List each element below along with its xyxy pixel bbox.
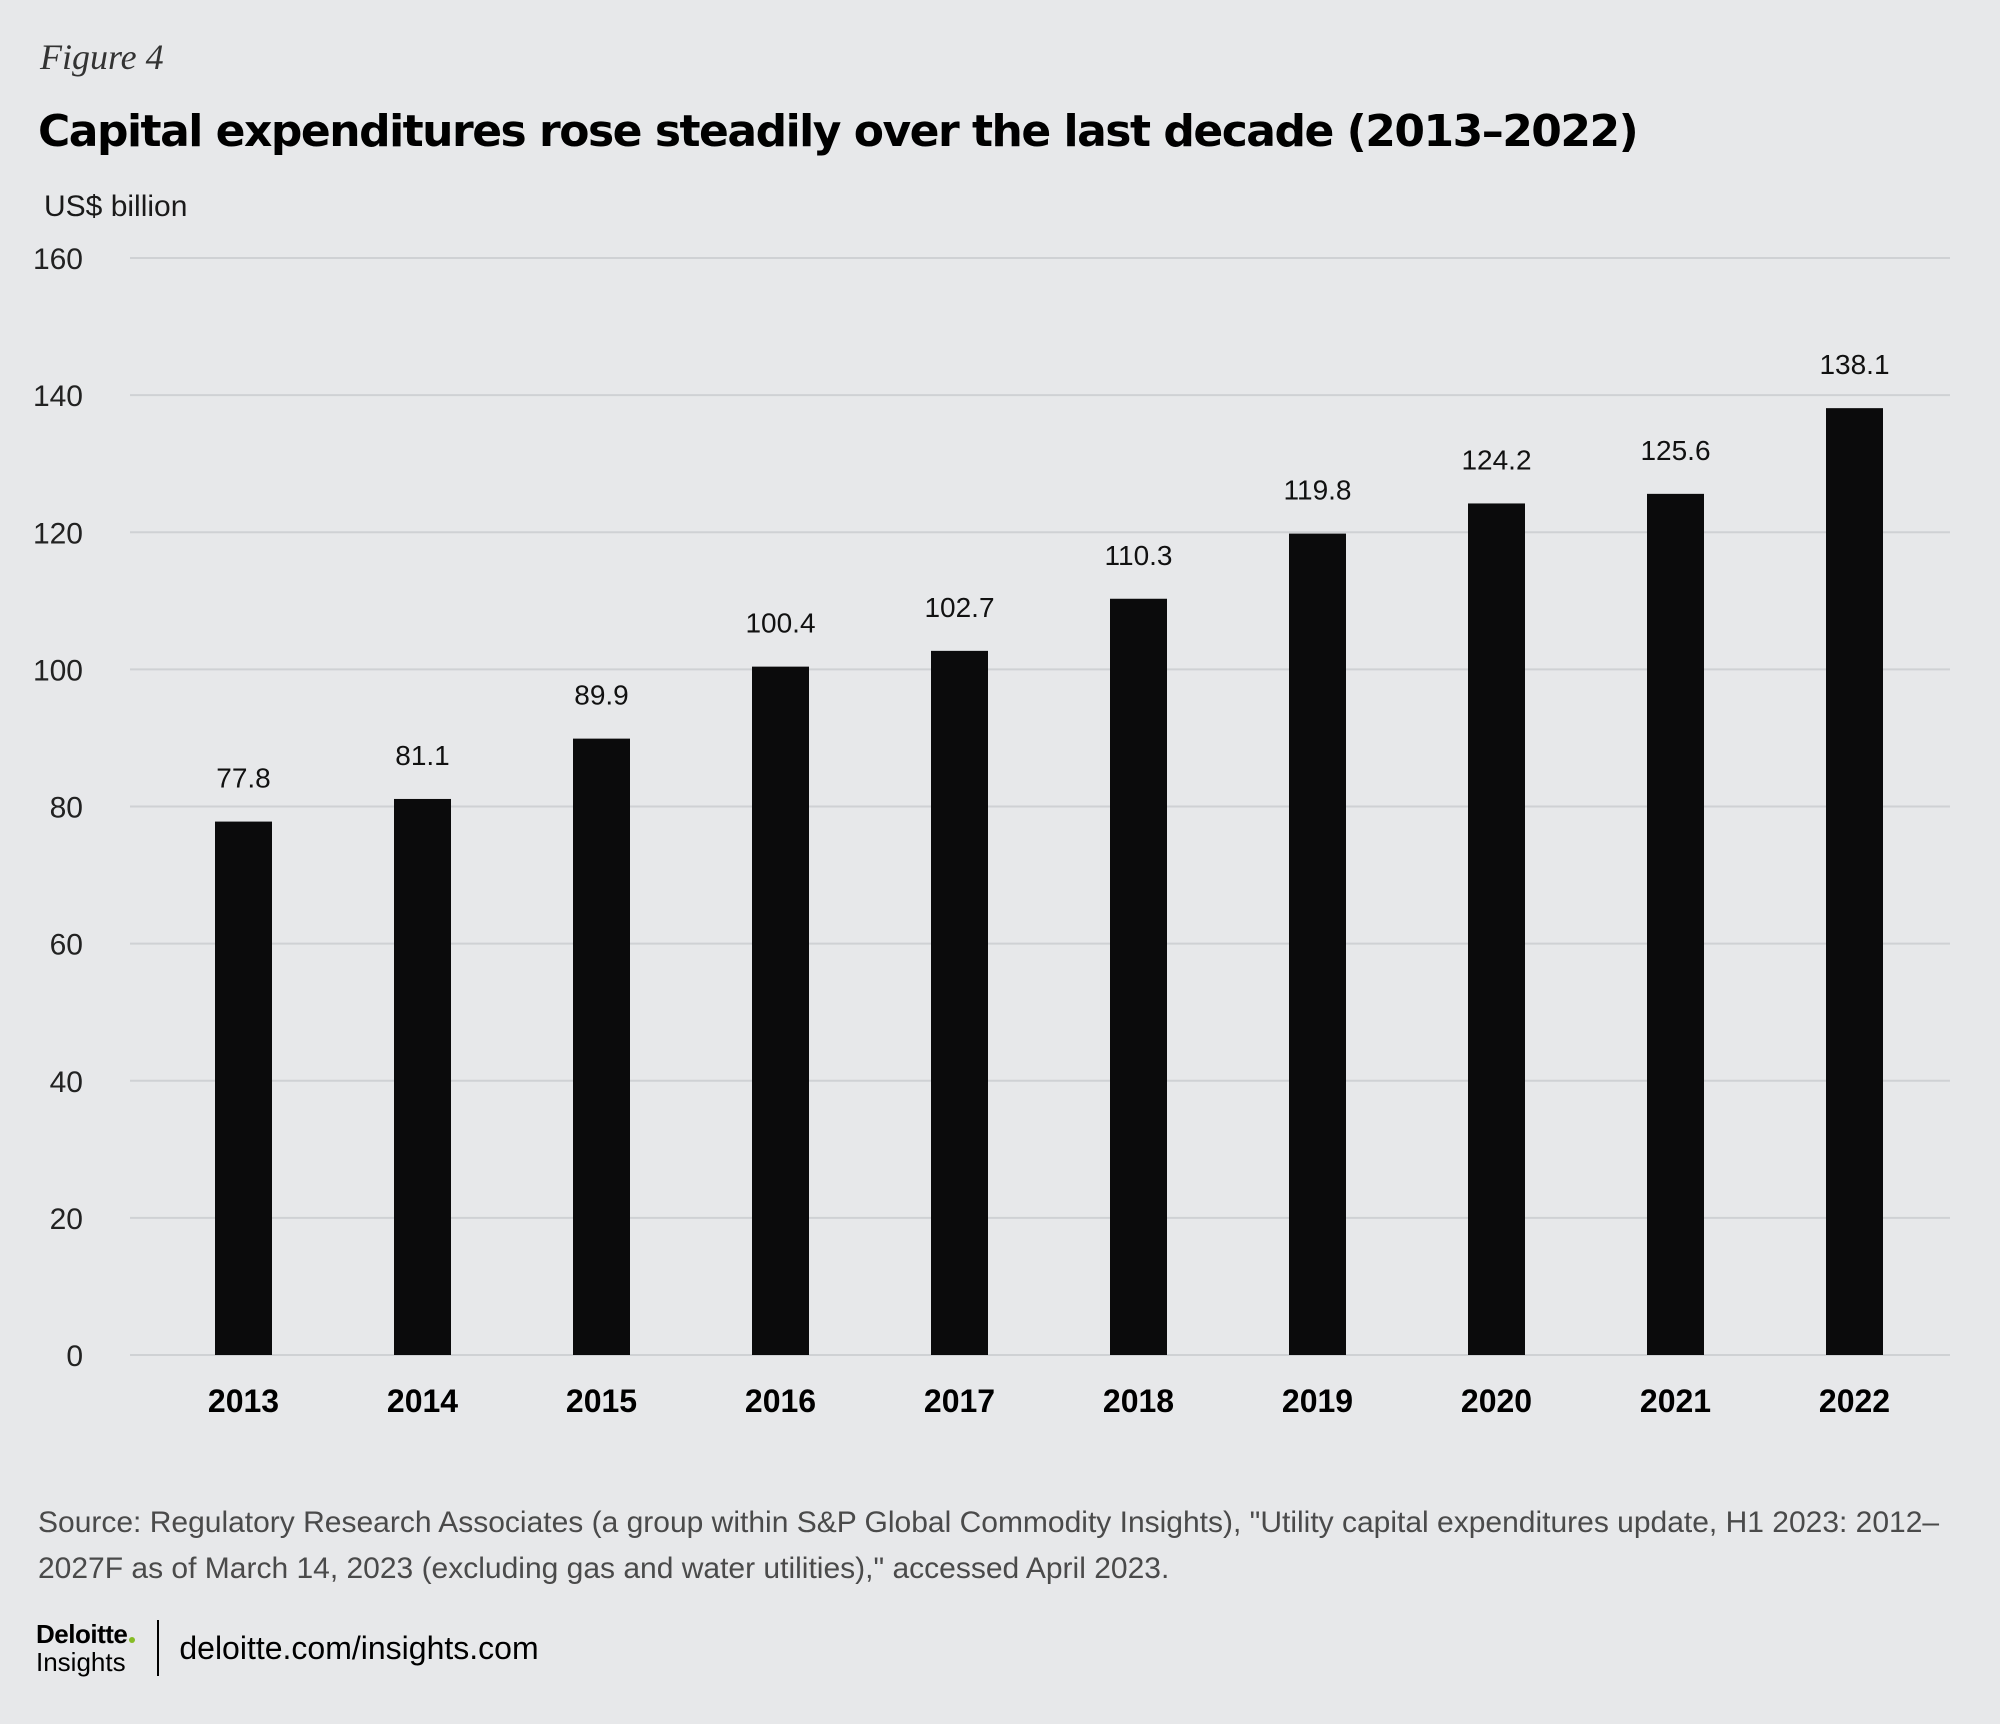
x-axis-ticks: 2013 2014 2015 2016 2017 2018 2019 2020 2021 2022: [208, 1383, 1890, 1419]
value-labels: 77.8 81.1 89.9 100.4 102.7 110.3 119.8 124.2 125…: [216, 349, 1889, 793]
x-tick-label-2021: 2021: [1640, 1383, 1711, 1419]
value-label-2016: 100.4: [745, 608, 815, 639]
value-label-2018: 110.3: [1105, 540, 1173, 571]
source-note: Source: Regulatory Research Associates (…: [38, 1506, 1940, 1585]
y-tick-label: 120: [33, 517, 83, 550]
value-label-2020: 124.2: [1461, 444, 1531, 475]
footer-divider: [157, 1620, 160, 1676]
x-tick-label-2020: 2020: [1461, 1383, 1532, 1419]
value-label-2015: 89.9: [574, 680, 629, 711]
footer-link[interactable]: deloitte.com/insights.com: [179, 1629, 539, 1666]
value-label-2017: 102.7: [924, 592, 994, 623]
x-tick-label-2017: 2017: [924, 1383, 995, 1419]
x-tick-label-2013: 2013: [208, 1383, 279, 1419]
logo-sub: Insights: [36, 1647, 126, 1677]
y-tick-label: 140: [33, 380, 83, 413]
bars: [215, 408, 1883, 1356]
bar-2017: [931, 650, 988, 1355]
bar-2015: [573, 738, 630, 1355]
x-tick-label-2018: 2018: [1103, 1383, 1174, 1419]
value-label-2019: 119.8: [1284, 475, 1352, 506]
footer: Deloitte Insights deloitte.com/insights.…: [36, 1616, 539, 1680]
y-axis-unit-label: US$ billion: [44, 190, 188, 223]
bar-2013: [215, 821, 272, 1355]
y-tick-label: 0: [66, 1340, 83, 1373]
logo-brand: Deloitte: [36, 1621, 136, 1647]
deloitte-insights-logo[interactable]: Deloitte Insights: [36, 1621, 136, 1677]
y-tick-label: 80: [50, 792, 83, 825]
bar-2018: [1110, 598, 1167, 1355]
x-tick-label-2015: 2015: [566, 1383, 637, 1419]
bar-2020: [1468, 503, 1525, 1355]
x-tick-label-2016: 2016: [745, 1383, 816, 1419]
x-tick-label-2014: 2014: [387, 1383, 458, 1419]
value-label-2021: 125.6: [1640, 435, 1710, 466]
figure-label: Figure 4: [40, 37, 164, 77]
x-tick-label-2019: 2019: [1282, 1383, 1353, 1419]
x-tick-label-2022: 2022: [1819, 1383, 1890, 1419]
y-tick-label: 40: [50, 1066, 83, 1099]
value-label-2022: 138.1: [1819, 349, 1889, 380]
logo-green-dot: [129, 1637, 136, 1643]
bar-2014: [394, 798, 451, 1355]
y-tick-label: 160: [33, 243, 83, 276]
bar-chart: 0 20 40 60 80 100 120 140 160 77.8 81.1 89.9 100.4 1…: [33, 243, 1950, 1419]
value-label-2014: 81.1: [395, 740, 450, 771]
y-axis-ticks: 0 20 40 60 80 100 120 140 160: [33, 243, 83, 1373]
y-tick-label: 60: [50, 929, 83, 962]
chart-title: Capital expenditures rose steadily over …: [38, 106, 1639, 157]
bar-2022: [1826, 408, 1883, 1356]
y-tick-label: 20: [50, 1203, 83, 1236]
y-tick-label: 100: [33, 654, 83, 687]
bar-2021: [1647, 493, 1704, 1356]
bar-2019: [1289, 533, 1346, 1355]
value-label-2013: 77.8: [216, 763, 271, 794]
bar-2016: [752, 666, 809, 1355]
